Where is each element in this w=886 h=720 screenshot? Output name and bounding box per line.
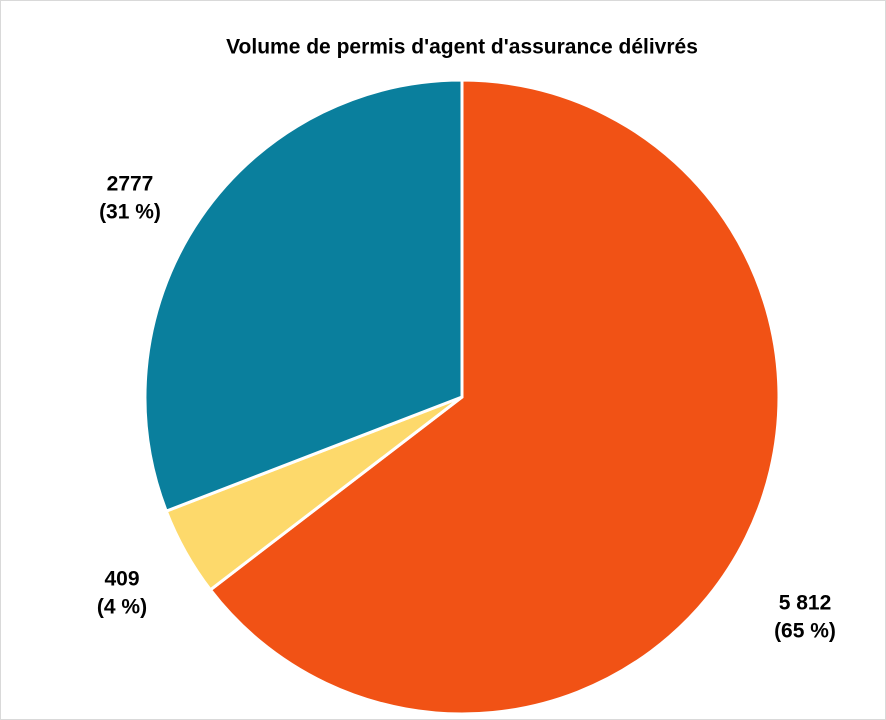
percent-label: (65 %) [774, 620, 836, 643]
data-label: 2777 [107, 173, 154, 196]
data-label: 409 [104, 568, 139, 591]
percent-label: (4 %) [97, 596, 147, 619]
pie-slice [143, 78, 464, 514]
pie-slice [208, 78, 781, 716]
percent-label: (31 %) [99, 201, 161, 224]
chart-title: Volume de permis d'agent d'assurance dél… [226, 36, 698, 59]
data-label: 5 812 [779, 592, 832, 615]
